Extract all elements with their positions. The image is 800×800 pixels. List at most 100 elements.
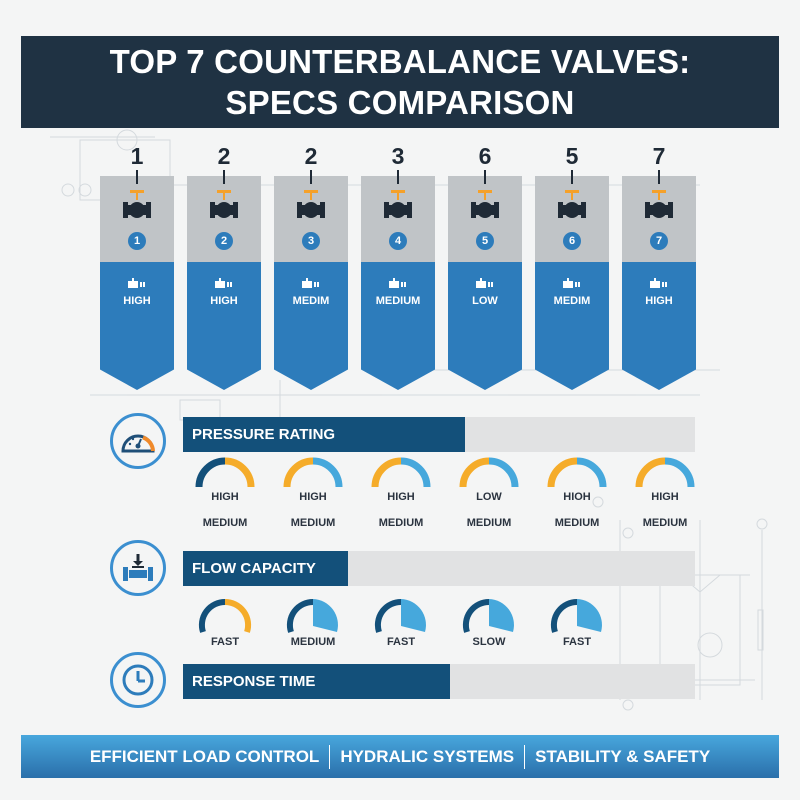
title-line-2: SPECS COMPARISON [225, 84, 575, 121]
gauge-label: MEDIUM [290, 636, 336, 648]
valve-icon [123, 190, 151, 218]
pressure-gauge-5: HIOH [542, 455, 612, 503]
valve-rank: 2 [217, 143, 231, 169]
valve-badge: 7 [650, 232, 668, 250]
pressure-gauge-4: LOW [454, 455, 524, 503]
pressure-rating-bar: PRESSURE RATING [183, 417, 695, 452]
gauge-label: HIGH [387, 491, 415, 503]
flow-capacity-bar: FLOW CAPACITY [183, 551, 695, 586]
valve-cards: 1 1 HIGH 2 2 HIGH 2 3 MEDIM [100, 142, 700, 392]
pressure-gauge-1: HIGH [190, 455, 260, 503]
gauge-label: HIGH [651, 491, 679, 503]
card-bottom: MEDIM [535, 262, 609, 390]
pressure-sub-label: MEDIUM [202, 517, 248, 529]
gauge-label: FAST [386, 636, 416, 648]
valve-badge: 2 [215, 232, 233, 250]
mini-valve-icon [128, 278, 145, 288]
response-time-label: RESPONSE TIME [183, 664, 450, 699]
footer-item-safety: STABILITY & SAFETY [535, 746, 711, 766]
valve-rank: 5 [565, 143, 579, 169]
valve-card-2[interactable]: 2 2 HIGH [187, 142, 261, 392]
flow-gauge-3: FAST [366, 596, 436, 648]
valve-card-5[interactable]: 6 5 LOW [448, 142, 522, 392]
mini-valve-icon [389, 278, 406, 288]
valve-icon [471, 190, 499, 218]
valve-rank: 3 [391, 143, 405, 169]
footer-banner: EFFICIENT LOAD CONTROL HYDRALIC SYSTEMS … [21, 735, 779, 778]
valve-icon [558, 190, 586, 218]
valve-level: HIGH [210, 295, 238, 307]
card-stem [310, 170, 312, 184]
flow-pipe-icon [123, 554, 153, 581]
gauge-label: HIGH [299, 491, 327, 503]
footer-item-load-control: EFFICIENT LOAD CONTROL [89, 746, 320, 766]
pressure-sub-label: MEDIUM [466, 517, 512, 529]
valve-badge: 6 [563, 232, 581, 250]
clock-icon [122, 664, 154, 696]
mini-valve-icon [650, 278, 667, 288]
pressure-gauge-icon [121, 434, 155, 453]
pressure-sub-label: MEDIUM [642, 517, 688, 529]
valve-card-6[interactable]: 5 6 MEDIM [535, 142, 609, 392]
pressure-gauge-2: HIGH [278, 455, 348, 503]
valve-rank: 1 [130, 143, 144, 169]
valve-badge: 5 [476, 232, 494, 250]
card-top: 7 [622, 176, 696, 262]
card-stem [223, 170, 225, 184]
valve-level: MEDIUM [375, 295, 421, 307]
card-stem [571, 170, 573, 184]
valve-level: HIGH [123, 295, 151, 307]
card-top: 2 [187, 176, 261, 262]
flow-gauge-5: FAST [542, 596, 612, 648]
pressure-rating-label: PRESSURE RATING [183, 417, 465, 452]
card-bottom: MEDIUM [361, 262, 435, 390]
pressure-sub-label: MEDIUM [290, 517, 336, 529]
card-top: 4 [361, 176, 435, 262]
valve-icon [384, 190, 412, 218]
card-top: 1 [100, 176, 174, 262]
pressure-section-icon [110, 413, 166, 469]
footer-item-hydraulic: HYDRALIC SYSTEMS [340, 746, 515, 766]
title-line-1: TOP 7 COUNTERBALANCE VALVES: [109, 43, 691, 80]
response-section-icon [110, 652, 166, 708]
valve-card-4[interactable]: 3 4 MEDIUM [361, 142, 435, 392]
card-bottom: HIGH [100, 262, 174, 390]
valve-card-7[interactable]: 7 7 HIGH [622, 142, 696, 392]
gauge-label: HIOH [563, 491, 591, 503]
card-stem [397, 170, 399, 184]
flow-gauge-1: FAST [190, 596, 260, 648]
card-bottom: HIGH [622, 262, 696, 390]
card-top: 6 [535, 176, 609, 262]
flow-gauge-2: MEDIUM [278, 596, 348, 648]
card-top: 5 [448, 176, 522, 262]
valve-badge: 4 [389, 232, 407, 250]
footer-separator [329, 744, 331, 769]
mini-valve-icon [476, 278, 493, 288]
valve-badge: 1 [128, 232, 146, 250]
gauge-label: FAST [562, 636, 592, 648]
valve-card-1[interactable]: 1 1 HIGH [100, 142, 174, 392]
card-top: 3 [274, 176, 348, 262]
card-stem [658, 170, 660, 184]
valve-badge: 3 [302, 232, 320, 250]
pressure-gauge-6: HIGH [630, 455, 700, 503]
card-bottom: LOW [448, 262, 522, 390]
response-time-bar: RESPONSE TIME [183, 664, 695, 699]
card-stem [136, 170, 138, 184]
gauge-label: SLOW [472, 636, 506, 648]
title-banner: TOP 7 COUNTERBALANCE VALVES: SPECS COMPA… [21, 36, 779, 128]
gauge-label: LOW [476, 491, 502, 503]
flow-section-icon [110, 540, 166, 596]
footer-separator [524, 744, 526, 769]
pressure-sub-label: MEDIUM [554, 517, 600, 529]
valve-card-3[interactable]: 2 3 MEDIM [274, 142, 348, 392]
valve-icon [210, 190, 238, 218]
valve-level: HIGH [645, 295, 673, 307]
mini-valve-icon [302, 278, 319, 288]
card-stem [484, 170, 486, 184]
valve-level: MEDIM [292, 295, 330, 307]
gauge-label: HIGH [211, 491, 239, 503]
pressure-gauge-3: HIGH [366, 455, 436, 503]
valve-rank: 6 [478, 143, 492, 169]
mini-valve-icon [215, 278, 232, 288]
